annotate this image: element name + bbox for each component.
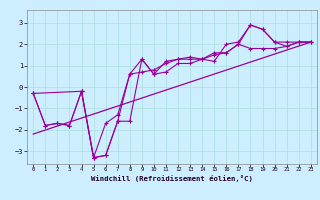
X-axis label: Windchill (Refroidissement éolien,°C): Windchill (Refroidissement éolien,°C) [91,175,253,182]
